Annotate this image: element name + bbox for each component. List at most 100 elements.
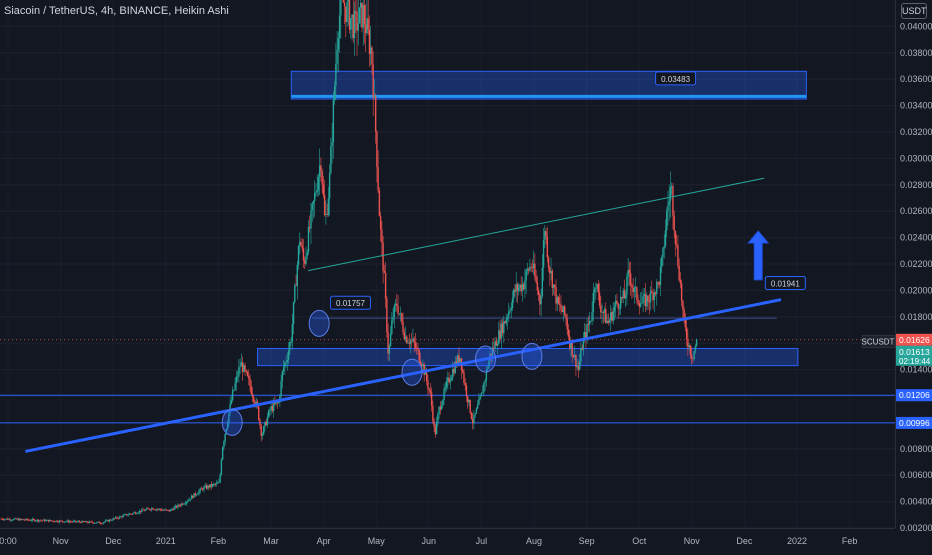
candle (360, 2, 362, 8)
candle (249, 378, 251, 387)
candle (26, 518, 29, 520)
candle (575, 354, 577, 368)
candle (413, 338, 415, 343)
candle (202, 488, 204, 490)
candle (337, 37, 340, 50)
candle (315, 192, 317, 194)
candle (52, 520, 55, 522)
annotation-box (330, 295, 372, 310)
candle (159, 508, 162, 510)
candle (27, 519, 30, 521)
candle (595, 288, 597, 290)
candle (4, 519, 6, 520)
candle (634, 287, 637, 289)
candle (220, 459, 223, 475)
candle (203, 486, 205, 490)
candle (695, 339, 698, 347)
candle (198, 490, 200, 494)
candle (185, 501, 188, 504)
candle (291, 324, 294, 342)
y-tick-label: 0.03800 (900, 48, 932, 58)
candle (231, 390, 234, 401)
candle (615, 300, 617, 307)
x-tick-label: Jul (476, 536, 488, 546)
candle (471, 418, 474, 424)
candle (667, 205, 669, 212)
candle (111, 520, 113, 521)
candle (522, 284, 525, 290)
candle (85, 521, 87, 523)
candle (377, 166, 379, 191)
candle (666, 211, 668, 231)
candle (255, 401, 257, 405)
candle (204, 485, 206, 487)
candle (327, 198, 330, 215)
candle (592, 292, 595, 312)
candle (314, 192, 316, 201)
candle (34, 519, 36, 522)
currency-button[interactable]: USDT (901, 3, 927, 19)
candle (17, 518, 20, 521)
candle (212, 484, 214, 487)
candle (509, 310, 511, 312)
candle (513, 289, 515, 299)
candle (68, 521, 71, 523)
candle (289, 341, 291, 351)
candle (362, 5, 364, 28)
candle (346, 1, 348, 22)
candle (10, 519, 12, 521)
candle (408, 342, 410, 344)
candle (535, 276, 537, 283)
price-marker (896, 389, 932, 402)
candle (358, 7, 361, 24)
candle (626, 276, 628, 296)
candle (128, 513, 131, 515)
x-tick-label: Nov (684, 536, 701, 546)
trendline (25, 298, 782, 453)
candle (105, 520, 107, 522)
candle (343, 2, 346, 7)
candle (44, 519, 46, 522)
candle (597, 284, 600, 293)
y-tick-label: 0.00200 (900, 523, 932, 533)
candle (121, 516, 123, 518)
candle (59, 520, 61, 523)
candle (384, 272, 387, 299)
candle (299, 241, 301, 247)
candle (406, 336, 408, 343)
candle (547, 257, 550, 268)
candle (366, 18, 368, 34)
candle (101, 523, 103, 525)
x-tick-label: 0:00 (0, 536, 17, 546)
candle (55, 520, 57, 522)
candle (544, 230, 546, 240)
candle (500, 323, 502, 339)
candle (71, 521, 73, 523)
candle (398, 313, 400, 315)
candle (603, 309, 606, 313)
candle (21, 519, 24, 521)
candle (567, 329, 570, 337)
candle (165, 509, 168, 511)
candle (164, 509, 167, 511)
candle (463, 372, 465, 383)
candle (161, 509, 163, 511)
candle (320, 165, 322, 172)
candle (583, 332, 586, 339)
candle (677, 245, 679, 266)
candle (452, 369, 454, 378)
candle (537, 290, 540, 295)
candle (9, 518, 11, 521)
zone (257, 347, 799, 367)
candle (100, 523, 102, 524)
candle (333, 86, 336, 100)
candle (521, 284, 524, 292)
candle (636, 287, 638, 300)
candle (386, 298, 388, 333)
candle (312, 200, 315, 204)
candle (323, 195, 326, 216)
candle (93, 522, 96, 524)
y-tick-label: 0.02400 (900, 233, 932, 243)
candle (274, 402, 276, 404)
candle (258, 406, 260, 420)
